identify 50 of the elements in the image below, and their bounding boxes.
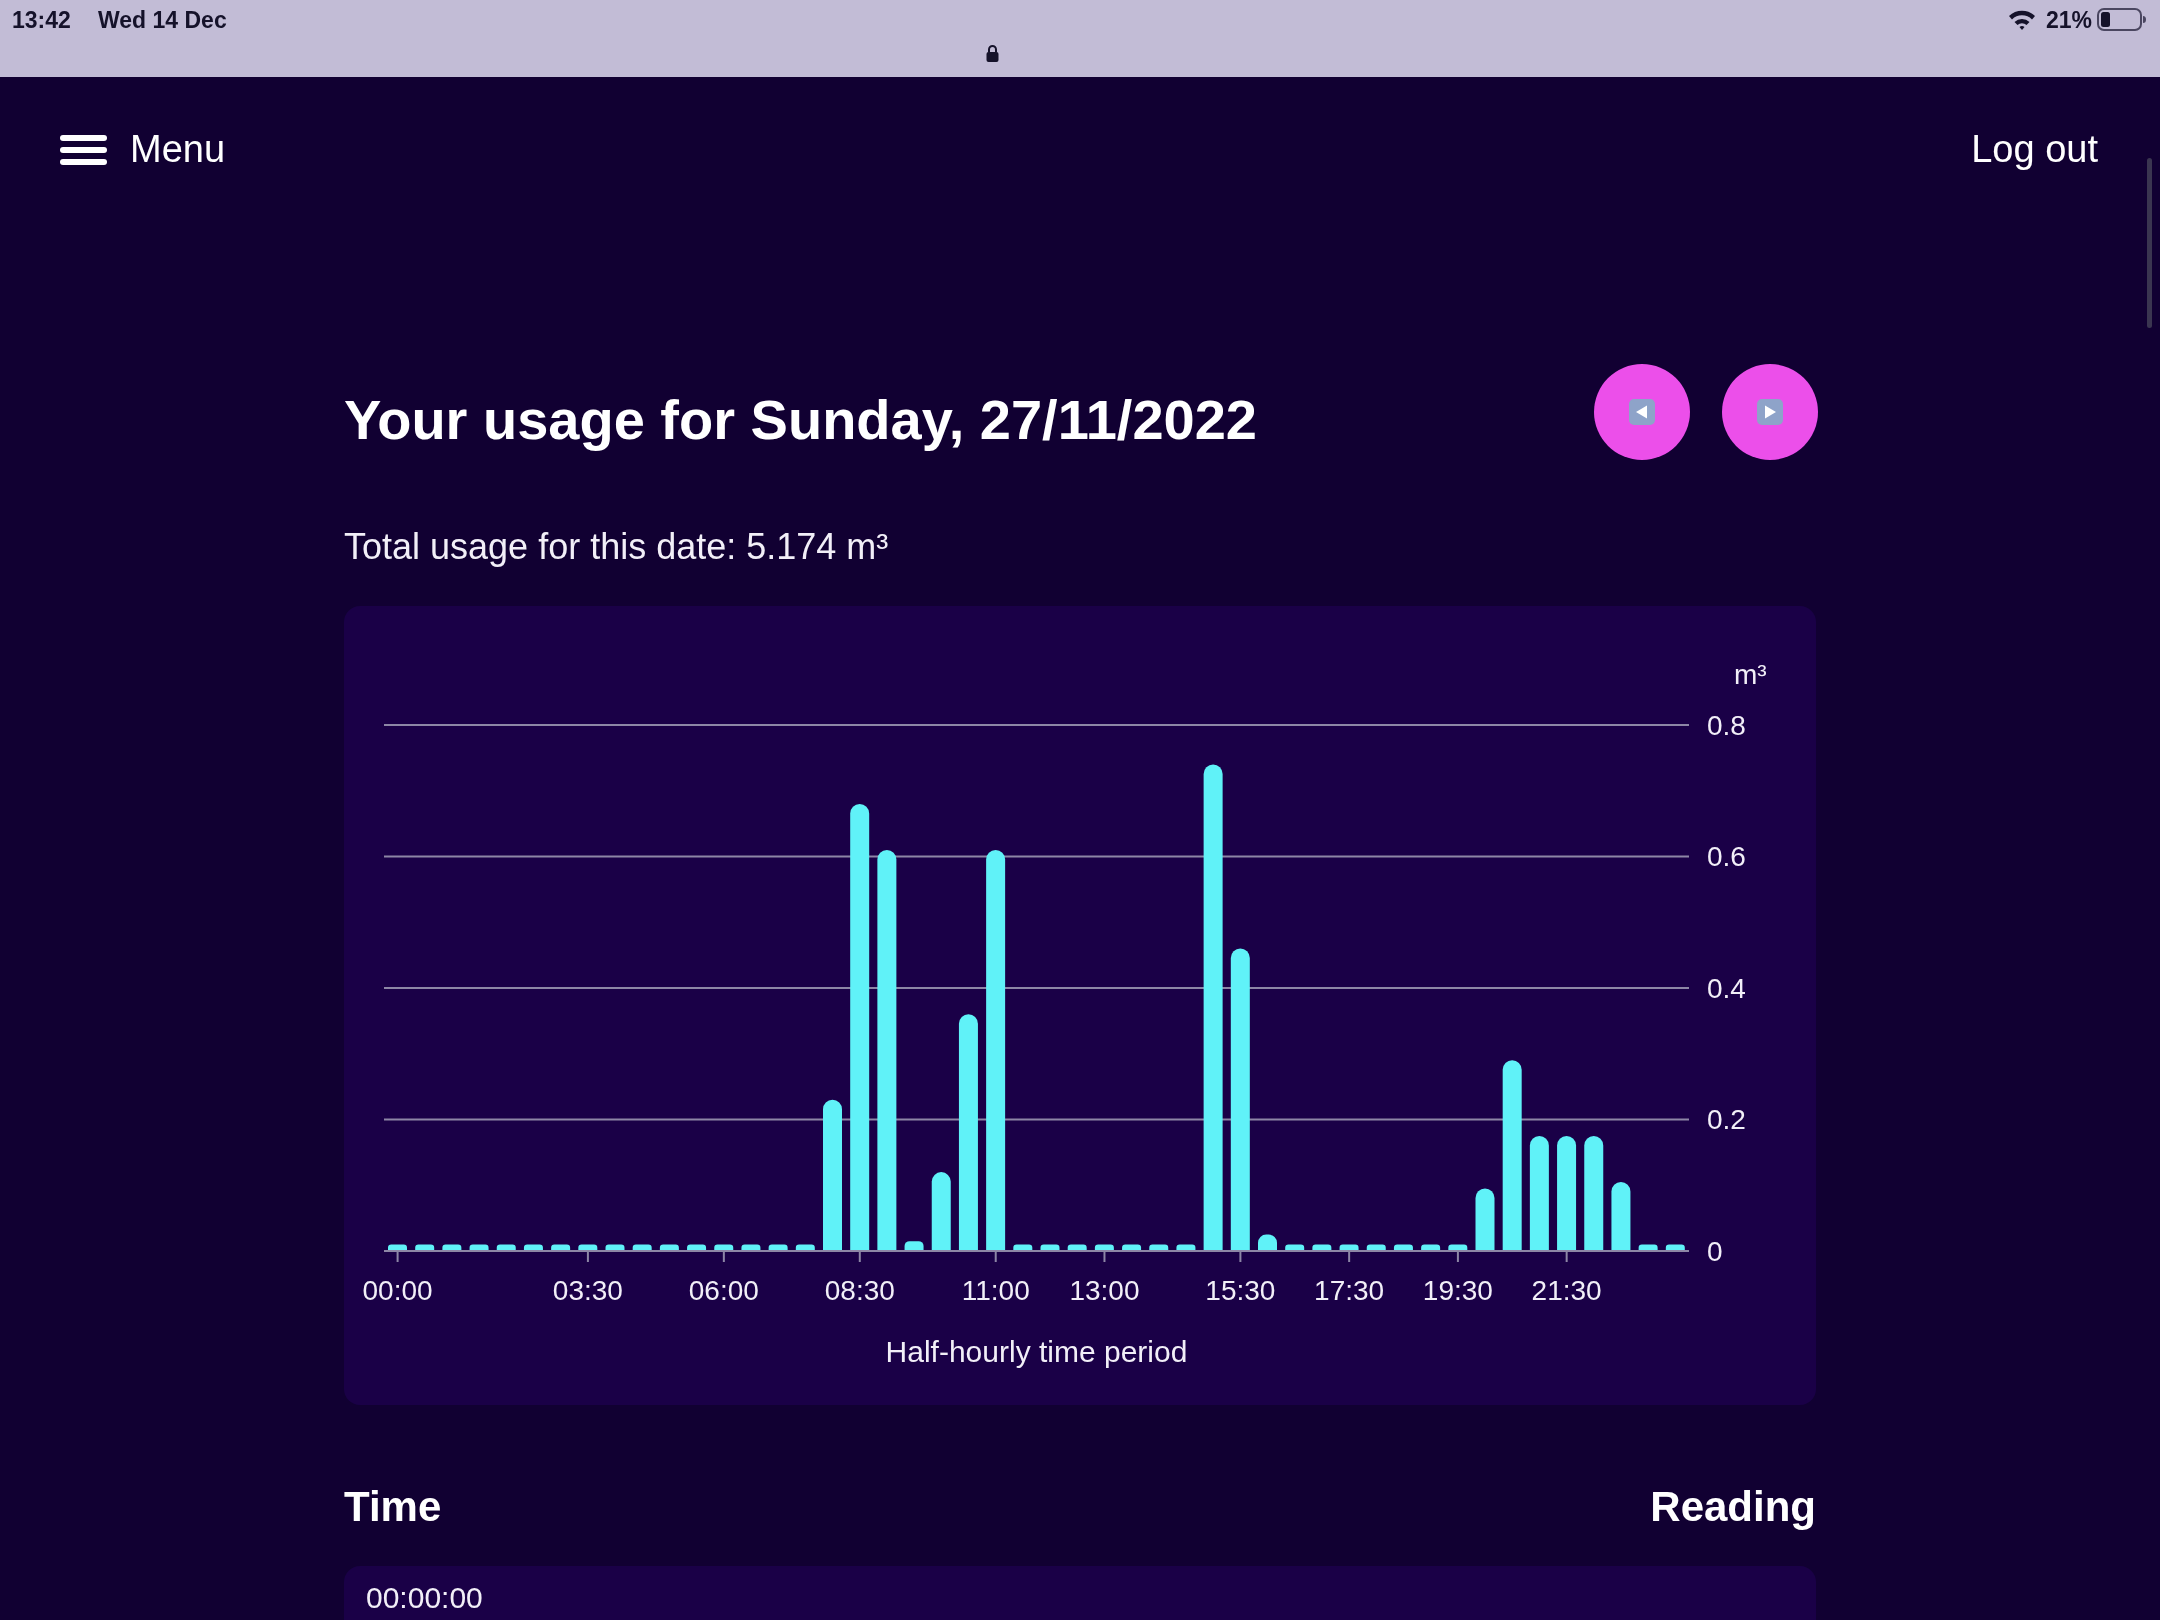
x-tick-label: 19:30 (1422, 1275, 1493, 1306)
y-tick-label: 0.2 (1707, 1104, 1746, 1136)
chart-subtitle: Total usage for this date: 5.174 m³ (344, 526, 889, 567)
x-tick-label: 00:00 (362, 1275, 433, 1306)
x-tick-label: 08:30 (824, 1275, 895, 1306)
y-tick-label: 0.8 (1707, 709, 1746, 741)
text: Log out (1971, 128, 2098, 170)
y-tick-label: 0.4 (1707, 972, 1746, 1004)
bar (1529, 1135, 1549, 1251)
bar (850, 803, 870, 1251)
bar (714, 1244, 734, 1251)
bar (986, 849, 1006, 1251)
bar (1149, 1244, 1169, 1251)
bar (1013, 1244, 1033, 1251)
bar (823, 1099, 842, 1251)
text: 13:42 (12, 7, 71, 33)
bar (1366, 1244, 1386, 1251)
bar (958, 1014, 978, 1251)
text: 00:00:00 (366, 1581, 483, 1614)
bar (1448, 1244, 1468, 1251)
y-tick-label: 0.6 (1707, 841, 1746, 873)
text: Menu (130, 128, 226, 170)
bar (1203, 764, 1223, 1251)
chart-title: Your usage for Sunday, 27/11/2022 (344, 388, 1257, 451)
text: 21% (2045, 7, 2092, 33)
text: Wed 14 Dec (98, 7, 227, 33)
text: Reading (1650, 1483, 1816, 1530)
x-tick-label: 11:00 (961, 1275, 1030, 1306)
x-tick-label: 15:30 (1205, 1275, 1276, 1306)
x-tick-label: 13:00 (1069, 1275, 1140, 1306)
bar (578, 1244, 598, 1251)
x-axis-title: Half-hourly time period (885, 1335, 1188, 1368)
x-tick-label: 03:30 (552, 1275, 623, 1306)
bar (877, 849, 897, 1251)
x-tick-label: 21:30 (1531, 1275, 1602, 1306)
text: Time (344, 1483, 442, 1530)
bar (1502, 1060, 1522, 1251)
bar (1611, 1181, 1631, 1251)
bar (496, 1244, 516, 1251)
bar (931, 1172, 951, 1251)
bar (1067, 1244, 1087, 1251)
y-axis-title: m³ (1734, 659, 1767, 690)
bar (632, 1244, 652, 1251)
bar (1584, 1135, 1604, 1251)
y-tick-label: 0 (1707, 1235, 1723, 1267)
bar (1557, 1135, 1577, 1251)
x-tick-label: 06:00 (688, 1275, 759, 1306)
x-tick-label: 17:30 (1314, 1275, 1385, 1306)
bar (1230, 948, 1250, 1251)
bar (1475, 1188, 1495, 1251)
